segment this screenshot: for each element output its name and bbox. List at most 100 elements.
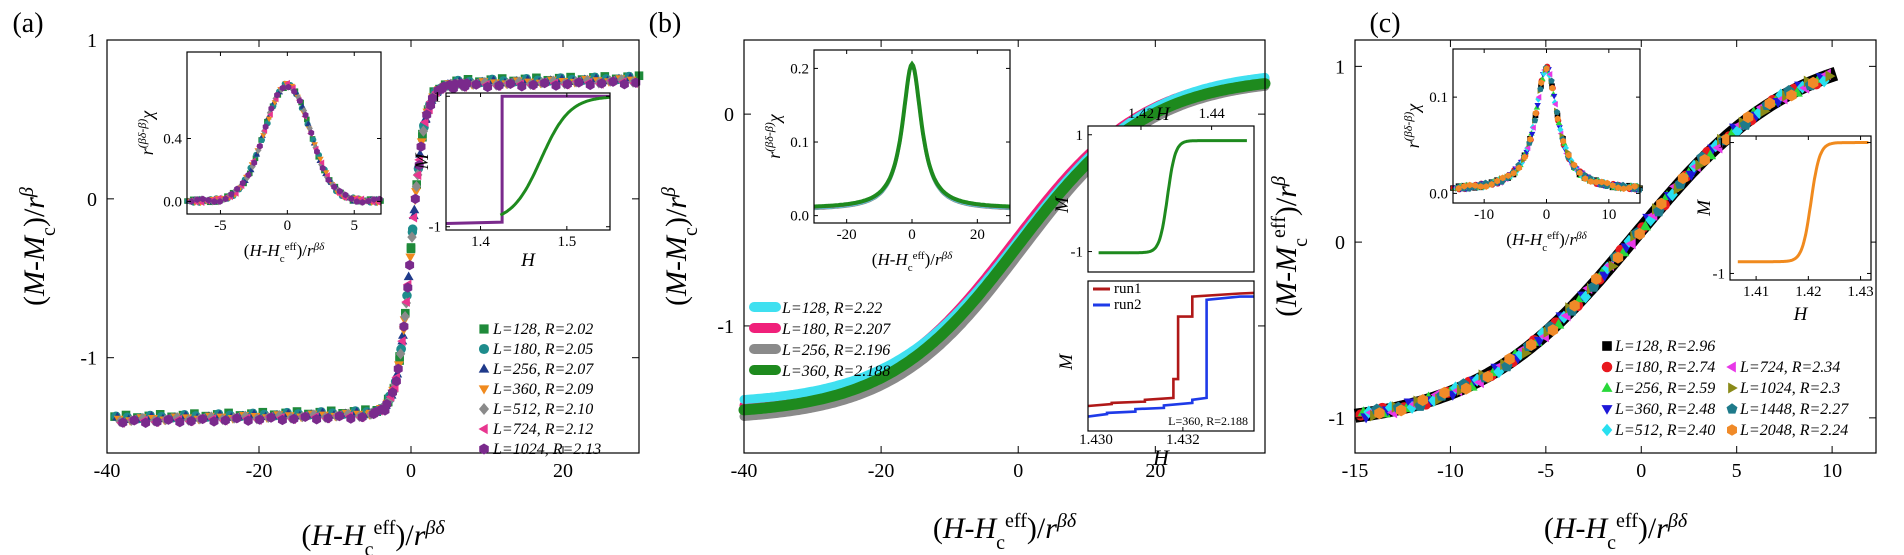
inset-background — [446, 93, 610, 230]
data-point — [505, 78, 515, 89]
label-part: M — [1056, 353, 1077, 371]
data-point — [1601, 405, 1613, 415]
data-point — [1764, 97, 1775, 110]
data-point — [267, 111, 273, 118]
data-point — [1538, 79, 1545, 87]
data-point — [1727, 424, 1737, 436]
legend-L: L=724 — [1739, 359, 1784, 376]
data-point — [1526, 338, 1537, 351]
legend-sep: , — [537, 321, 545, 338]
y-tick-label: 0.0 — [790, 209, 809, 225]
data-point — [478, 363, 490, 373]
x-tick-label: 0 — [908, 227, 916, 243]
data-point — [319, 164, 326, 172]
data-point — [1685, 170, 1698, 181]
legend-L: L=360 — [1614, 401, 1659, 418]
x-tick-label: -5 — [1538, 460, 1555, 482]
data-point — [418, 125, 429, 137]
data-point — [228, 190, 235, 198]
legend-entry: L=2048, R=2.24 — [1739, 422, 1848, 439]
legend-R: R=2.3 — [1799, 380, 1841, 397]
data-point — [1528, 131, 1536, 138]
legend-sep: , — [537, 341, 545, 358]
label-part: c — [280, 253, 285, 265]
data-point — [365, 197, 372, 205]
label-part: eff — [913, 250, 925, 262]
smooth-curve — [499, 95, 611, 217]
label-part: eff — [1268, 216, 1290, 238]
data-point — [285, 83, 292, 91]
label-part: (βδ-β) — [1401, 112, 1415, 142]
data-point — [152, 416, 162, 428]
label-part: M — [1052, 196, 1073, 214]
data-point — [1634, 227, 1645, 240]
data-point — [308, 129, 315, 137]
data-point — [1569, 299, 1580, 312]
data-point — [1609, 182, 1616, 189]
data-point — [194, 196, 201, 204]
data-point — [427, 93, 437, 104]
data-point — [222, 195, 229, 203]
label-part: βδ — [941, 250, 953, 262]
legend-sep: , — [537, 381, 545, 398]
label-part: )/ — [660, 208, 693, 227]
y-tick-label: 0 — [724, 104, 734, 126]
inset-x-axis-label: (H-Hceff)/rβδ — [872, 250, 953, 274]
data-point — [163, 414, 173, 425]
data-point — [1615, 184, 1622, 192]
data-point — [391, 376, 401, 387]
x-tick-label: 1.430 — [1079, 432, 1113, 448]
x-tick-label: 0 — [1013, 460, 1023, 482]
legend-sep: , — [1659, 359, 1667, 376]
legend-R: R=2.196 — [833, 342, 891, 359]
data-point — [1728, 382, 1738, 394]
inset-frame — [1087, 280, 1255, 432]
data-point — [405, 259, 415, 271]
data-point — [1601, 361, 1613, 373]
legend-entry: L=1024, R=2.13 — [492, 441, 601, 458]
legend-R: R=2.188 — [833, 363, 891, 380]
data-point — [540, 77, 550, 89]
panel-c: (c)-15 -10 -5 0 5 10-101(H-Hceff)/rβδ(M-Mceff… — [1268, 8, 1877, 554]
label-part: eff — [374, 517, 396, 539]
label-part: H — [876, 250, 891, 269]
legend-entry: L=180, R=2.207 — [781, 321, 891, 338]
legend-entry: L=1448, R=2.27 — [1739, 401, 1849, 418]
data-point — [562, 79, 572, 90]
label-part: eff — [285, 241, 297, 253]
x-tick-label: 1.42 — [1128, 106, 1154, 122]
legend-sep: , — [826, 321, 834, 338]
data-point — [322, 170, 330, 176]
data-point — [551, 80, 561, 91]
data-point — [1460, 382, 1472, 395]
data-point — [129, 415, 139, 426]
data-point — [300, 411, 310, 423]
data-point — [1483, 183, 1490, 190]
label-part: βδ — [1056, 510, 1077, 532]
data-point — [1631, 183, 1638, 190]
label-part: ( — [244, 241, 250, 260]
label-part: r — [414, 519, 426, 552]
data-point — [422, 109, 432, 120]
data-point — [419, 117, 429, 128]
label-part: β — [658, 187, 680, 198]
data-point — [209, 416, 219, 427]
legend-sep: , — [826, 342, 834, 359]
label-part: H — [973, 512, 998, 545]
data-point — [217, 198, 223, 205]
label-part: (βδ-β) — [135, 119, 149, 149]
x-tick-label: 20 — [970, 227, 985, 243]
legend-L: L=724 — [492, 421, 537, 438]
inset-background — [1730, 136, 1871, 280]
data-point — [255, 414, 265, 425]
inset-x-axis-label: (H-Hceff)/rβδ — [1506, 230, 1587, 254]
data-point — [1726, 361, 1736, 373]
data-point — [1593, 178, 1600, 186]
label-part: - — [1270, 272, 1303, 282]
data-point — [245, 171, 252, 179]
legend-sep: , — [537, 361, 545, 378]
data-point — [357, 411, 367, 423]
data-point — [399, 321, 409, 332]
data-point — [354, 198, 360, 205]
legend-entry: L=724, R=2.12 — [492, 421, 593, 438]
